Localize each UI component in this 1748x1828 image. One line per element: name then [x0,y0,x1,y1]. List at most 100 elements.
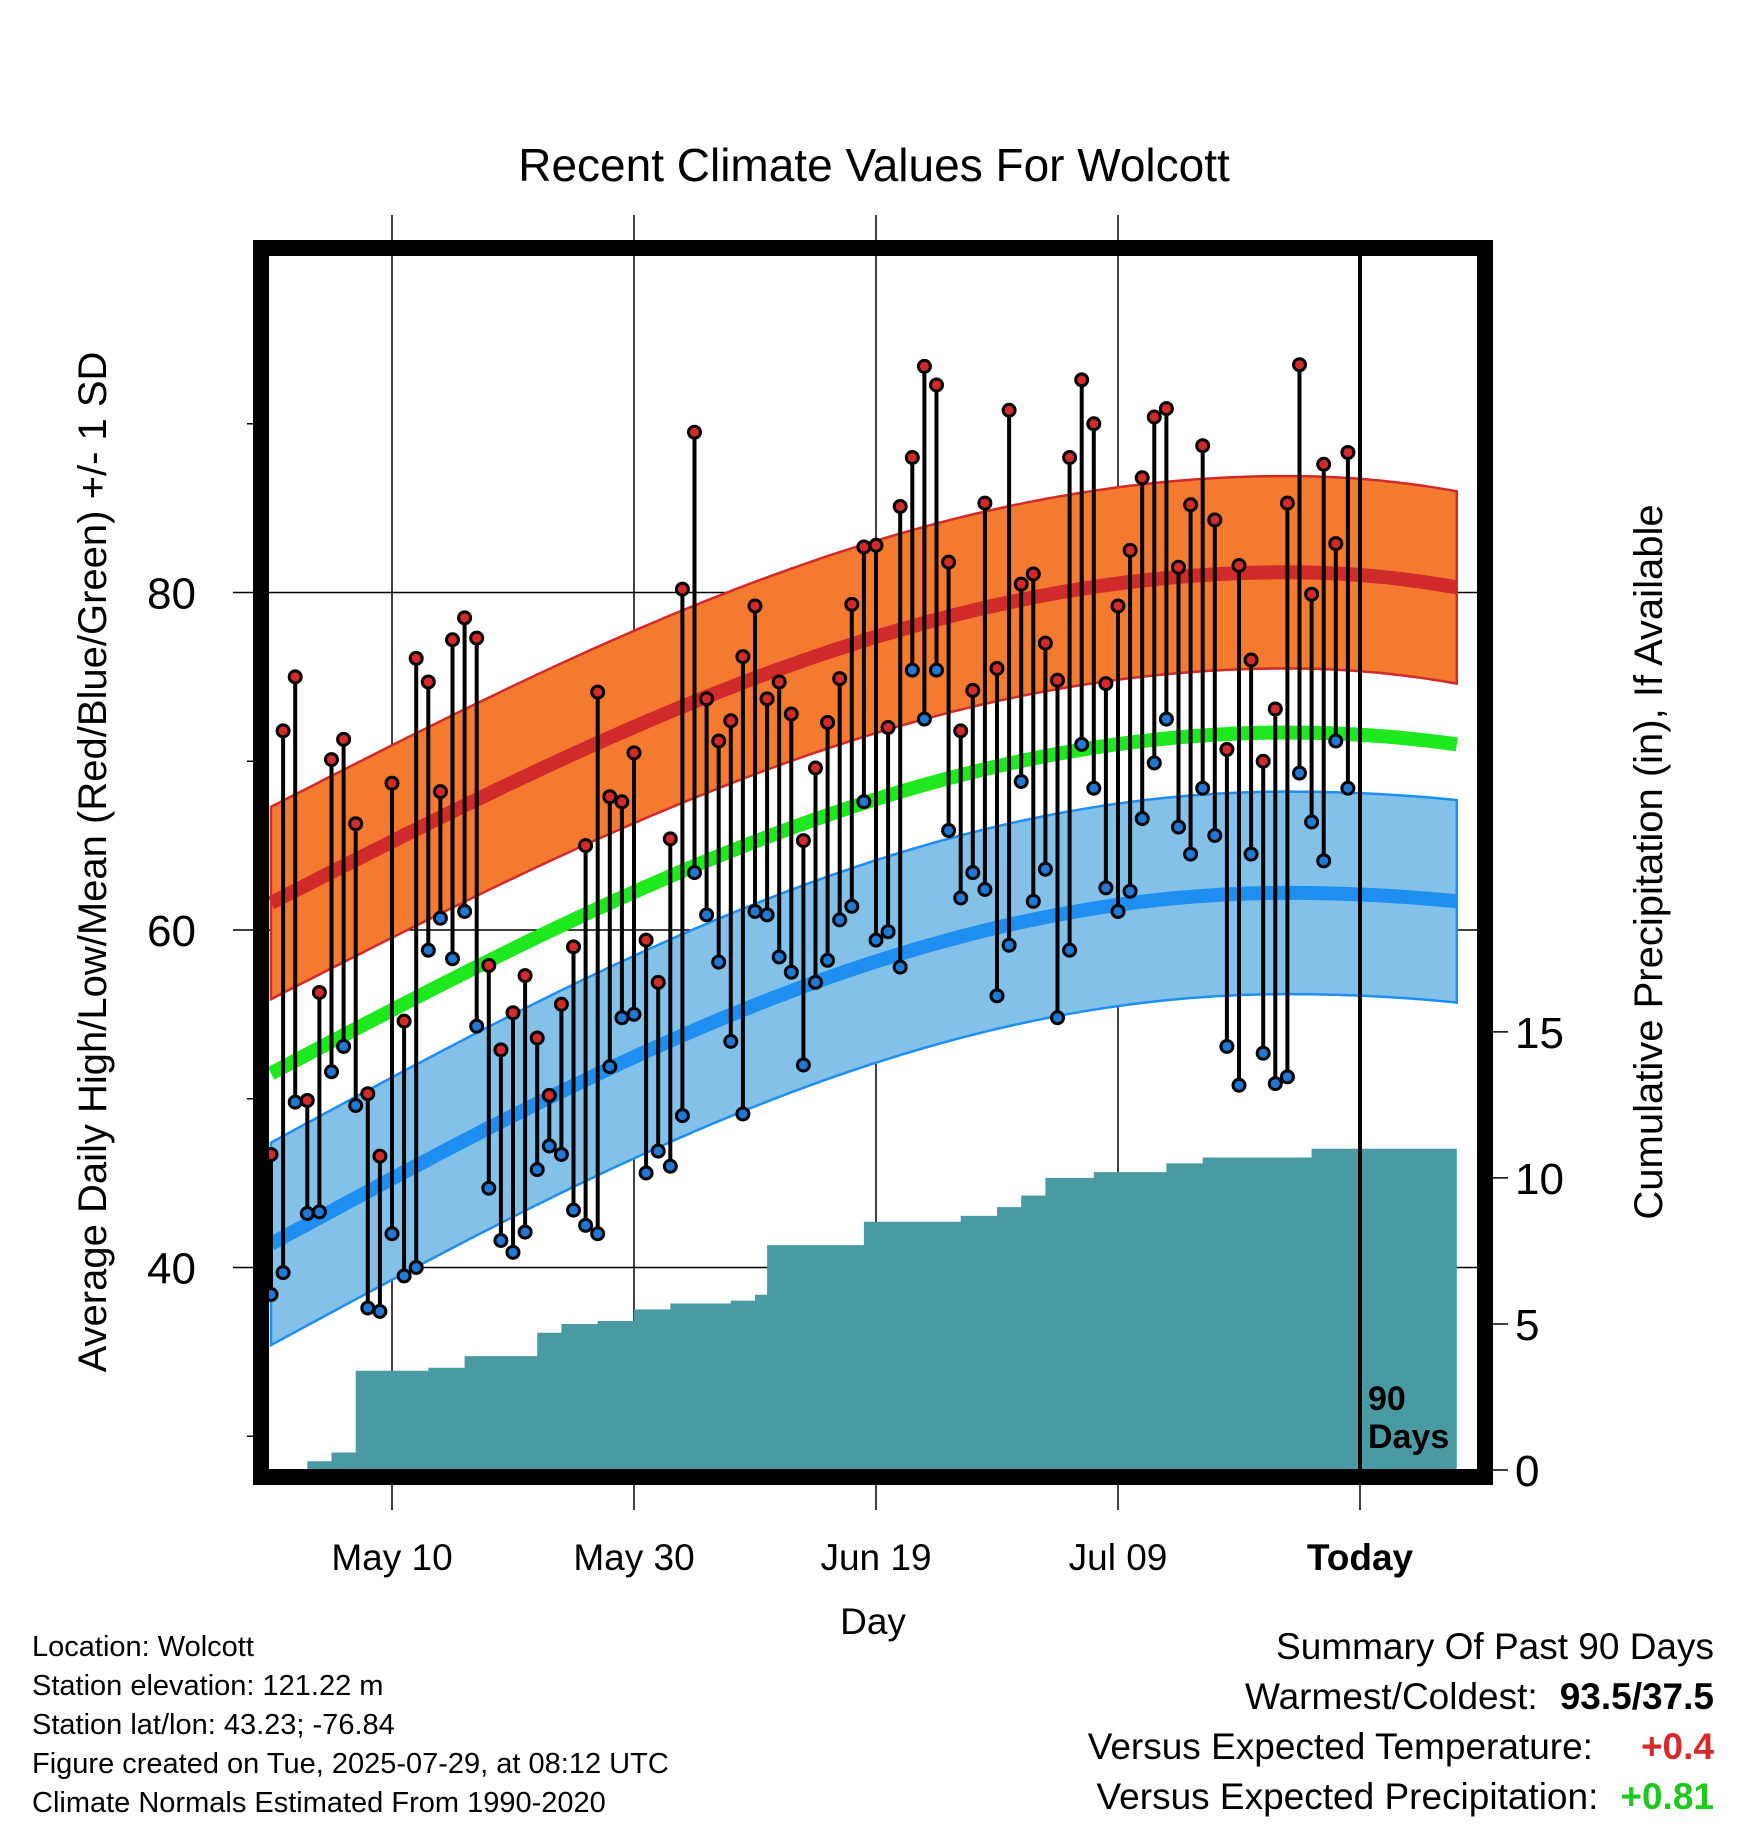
daily-high-point [396,1013,412,1029]
daily-high-point [287,669,303,685]
daily-high-point [795,833,811,849]
summary-panel: Summary Of Past 90 Days Warmest/Coldest:… [1088,1622,1714,1822]
daily-low-point [311,1204,327,1220]
daily-high-point [420,674,436,690]
summary-extremes-row: Warmest/Coldest: 93.5/37.5 [1088,1672,1714,1722]
daily-high-point [868,537,884,553]
daily-high-point [1267,701,1283,717]
daily-high-point [953,723,969,739]
daily-low-point [977,882,993,897]
daily-high-point [820,714,836,730]
daily-low-point [662,1158,678,1174]
x-tick-label: May 30 [573,1537,694,1578]
daily-low-point [1292,765,1307,781]
daily-low-point [275,1265,291,1281]
summary-precip-row: Versus Expected Precipitation: +0.81 [1088,1772,1714,1822]
daily-high-point [1062,450,1078,465]
daily-high-point [808,760,823,776]
precip-area-fill [271,1148,1457,1470]
daily-low-point [1074,736,1090,752]
daily-low-point [880,924,896,940]
daily-high-point [892,498,908,514]
daily-high-point [469,630,485,646]
daily-low-point [1195,780,1211,796]
daily-low-point [1122,883,1138,899]
daily-low-point [1267,1076,1283,1092]
daily-high-point [699,691,715,707]
daily-high-point [1255,753,1271,769]
daily-low-point [432,910,448,926]
x-tick-label: Today [1307,1537,1414,1578]
daily-low-point [360,1300,376,1316]
daily-high-point [457,610,473,626]
daily-low-point [1279,1069,1295,1085]
y-tick-label: 40 [147,1245,196,1294]
daily-high-point [578,838,594,854]
daily-high-point [1146,409,1162,425]
daily-low-point [505,1244,521,1260]
normals-text: Climate Normals Estimated From 1990-2020 [32,1787,606,1819]
daily-high-point [832,671,848,687]
daily-high-point [299,1092,315,1108]
daily-high-point [735,649,751,665]
daily-high-point [1195,438,1211,454]
daily-high-point [723,713,739,729]
y-tick-label: 60 [147,907,196,956]
daily-low-point [711,954,727,970]
daily-high-point [844,596,860,612]
daily-low-point [904,662,920,678]
daily-low-point [759,907,775,923]
daily-low-point [420,942,436,958]
daily-high-point [1207,512,1223,528]
x-tick-label: May 10 [331,1537,452,1578]
daily-high-point [929,377,944,393]
daily-low-point [287,1094,303,1110]
daily-low-point [1183,846,1199,862]
daily-low-point [820,952,836,968]
daily-low-point [892,959,908,975]
daily-low-point [1158,711,1174,727]
daily-high-point [977,495,993,511]
daily-low-point [795,1057,811,1073]
high-normal-band [269,474,1459,1002]
daily-low-point [1255,1045,1271,1061]
daily-high-point [566,939,581,955]
daily-low-point [1086,780,1102,796]
daily-high-point [541,1087,557,1103]
daily-low-point [1219,1038,1235,1054]
daily-low-point [626,1006,642,1022]
daily-high-point [529,1030,545,1046]
daily-low-point [965,865,981,881]
daily-low-point [493,1233,509,1248]
daily-high-point [445,632,460,648]
daily-high-point [275,723,291,739]
daily-low-point [723,1033,739,1049]
daily-low-point [445,951,460,967]
daily-high-point [324,752,339,768]
daily-low-point [1328,733,1344,749]
daily-high-point [1001,402,1017,418]
daily-low-point [832,912,848,928]
y-tick-label: 80 [147,570,196,619]
daily-high-point [348,816,364,832]
y2-tick-label: 15 [1515,1009,1564,1058]
daily-high-point [372,1148,388,1164]
daily-high-point [904,450,920,465]
latlon-text: Station lat/lon: 43.23; -76.84 [32,1709,395,1741]
daily-low-point [638,1165,654,1181]
daily-high-point [432,784,448,800]
daily-low-point [396,1268,412,1284]
daily-high-point [771,674,787,690]
extremes-value: 93.5/37.5 [1559,1676,1714,1717]
daily-low-point [566,1202,581,1218]
daily-high-point [941,554,957,570]
daily-high-point [384,775,400,791]
y-axis-title: Average Daily High/Low/Mean (Red/Blue/Gr… [71,352,115,1373]
daily-low-point [1013,774,1029,789]
daily-high-point [360,1086,376,1102]
daily-high-point [1340,444,1356,460]
today-days-label: Days [1368,1418,1449,1456]
daily-low-point [953,890,969,906]
